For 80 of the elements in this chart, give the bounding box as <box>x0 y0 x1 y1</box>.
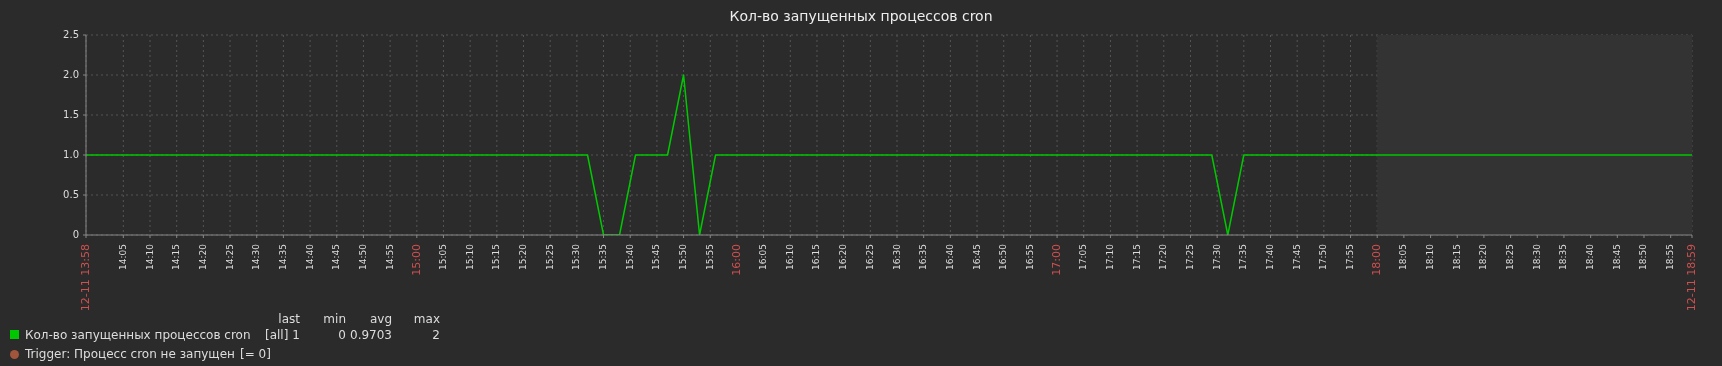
text: Trigger: Процесс cron не запущен <box>25 347 235 361</box>
x-tick-label: 17:10 <box>1104 243 1115 270</box>
x-tick-label: 18:25 <box>1505 244 1516 270</box>
x-tick-label: 15:45 <box>651 244 662 270</box>
x-tick-label: 12-11 18:59 <box>1685 244 1698 312</box>
x-tick-label: 18:15 <box>1451 244 1462 270</box>
x-tick-label: 18:20 <box>1478 243 1489 270</box>
x-tick-label: 18:00 <box>1370 244 1384 276</box>
x-tick-label: 17:55 <box>1345 244 1356 270</box>
x-tick-label: 16:15 <box>811 244 822 270</box>
x-tick-label: 18:35 <box>1558 244 1569 270</box>
x-tick-label: 14:30 <box>251 243 262 270</box>
x-tick-label: 14:25 <box>224 244 235 270</box>
x-tick-label: 16:50 <box>998 243 1009 270</box>
x-tick-label: 15:20 <box>518 243 528 270</box>
text: min <box>323 312 346 326</box>
x-tick-label: 17:25 <box>1184 244 1195 270</box>
chart-title: Кол-во запущенных процессов cron <box>728 8 994 24</box>
x-tick-label: 14:05 <box>117 244 128 270</box>
x-tick-label: 15:15 <box>491 244 502 270</box>
y-tick-label: 2.5 <box>63 29 79 40</box>
legend-label: Кол-во запущенных процессов cron <box>25 328 251 342</box>
x-tick-label: 16:35 <box>918 244 929 270</box>
x-tick-label: 16:05 <box>758 244 769 270</box>
x-tick-label: 17:15 <box>1131 244 1142 270</box>
x-tick-label: 14:15 <box>171 244 182 270</box>
x-tick-label: 16:40 <box>944 243 955 270</box>
x-tick-label: 17:45 <box>1291 244 1302 270</box>
x-tick-label: 15:00 <box>409 244 423 276</box>
x-tick-label: 16:10 <box>784 243 795 270</box>
x-tick-label: 14:20 <box>197 243 208 270</box>
x-tick-label: 18:50 <box>1638 243 1649 270</box>
x-tick-label: 18:30 <box>1531 243 1542 270</box>
x-tick-label: 15:50 <box>678 243 689 270</box>
text: [= 0] <box>240 347 271 361</box>
x-tick-label: 15:25 <box>544 244 555 270</box>
x-tick-label: 18:10 <box>1425 243 1436 270</box>
x-tick-label: 12-11 13:58 <box>79 244 92 312</box>
x-tick-label: 15:55 <box>704 244 715 270</box>
y-tick-label: 0.5 <box>63 189 79 200</box>
x-tick-label: 16:55 <box>1024 244 1035 270</box>
text: 1 <box>292 328 300 342</box>
x-tick-label: 17:50 <box>1318 243 1329 270</box>
y-tick-label: 2.0 <box>63 69 79 80</box>
x-tick-label: 15:35 <box>598 244 609 270</box>
x-tick-label: 15:30 <box>571 243 582 270</box>
x-tick-label: 14:35 <box>277 244 288 270</box>
x-tick-label: 16:25 <box>864 244 875 270</box>
y-tick-label: 1.0 <box>63 149 79 160</box>
x-tick-label: 14:55 <box>384 244 395 270</box>
text: 2 <box>432 328 440 342</box>
x-tick-label: 18:05 <box>1398 244 1409 270</box>
x-tick-label: 15:40 <box>624 243 635 270</box>
x-tick-label: 18:40 <box>1585 243 1596 270</box>
x-tick-label: 17:20 <box>1158 243 1169 270</box>
x-tick-label: 16:45 <box>971 244 982 270</box>
x-tick-label: 17:05 <box>1078 244 1089 270</box>
x-tick-label: 18:55 <box>1665 244 1676 270</box>
x-tick-label: 15:05 <box>437 244 448 270</box>
x-tick-label: 18:45 <box>1611 244 1622 270</box>
x-tick-label: 17:35 <box>1238 244 1249 270</box>
text: max <box>413 312 440 326</box>
x-tick-label: 14:40 <box>304 243 315 270</box>
text: 0 <box>338 328 346 342</box>
y-tick-label: 0 <box>72 229 79 240</box>
x-tick-label: 16:20 <box>838 243 849 270</box>
x-tick-label: 14:50 <box>357 243 368 270</box>
text: avg <box>369 312 392 326</box>
text: 0.9703 <box>350 328 392 342</box>
x-tick-label: 17:00 <box>1050 244 1064 276</box>
text: last <box>278 312 300 326</box>
x-tick-label: 17:40 <box>1265 243 1276 270</box>
y-tick-label: 1.5 <box>63 109 79 120</box>
text: [all] <box>265 328 289 342</box>
x-tick-label: 14:45 <box>331 244 342 270</box>
x-tick-label: 16:30 <box>891 243 902 270</box>
x-tick-label: 15:10 <box>464 243 475 270</box>
x-tick-label: 17:30 <box>1211 243 1222 270</box>
x-tick-label: 16:00 <box>729 244 743 276</box>
x-tick-label: 14:10 <box>144 243 155 270</box>
